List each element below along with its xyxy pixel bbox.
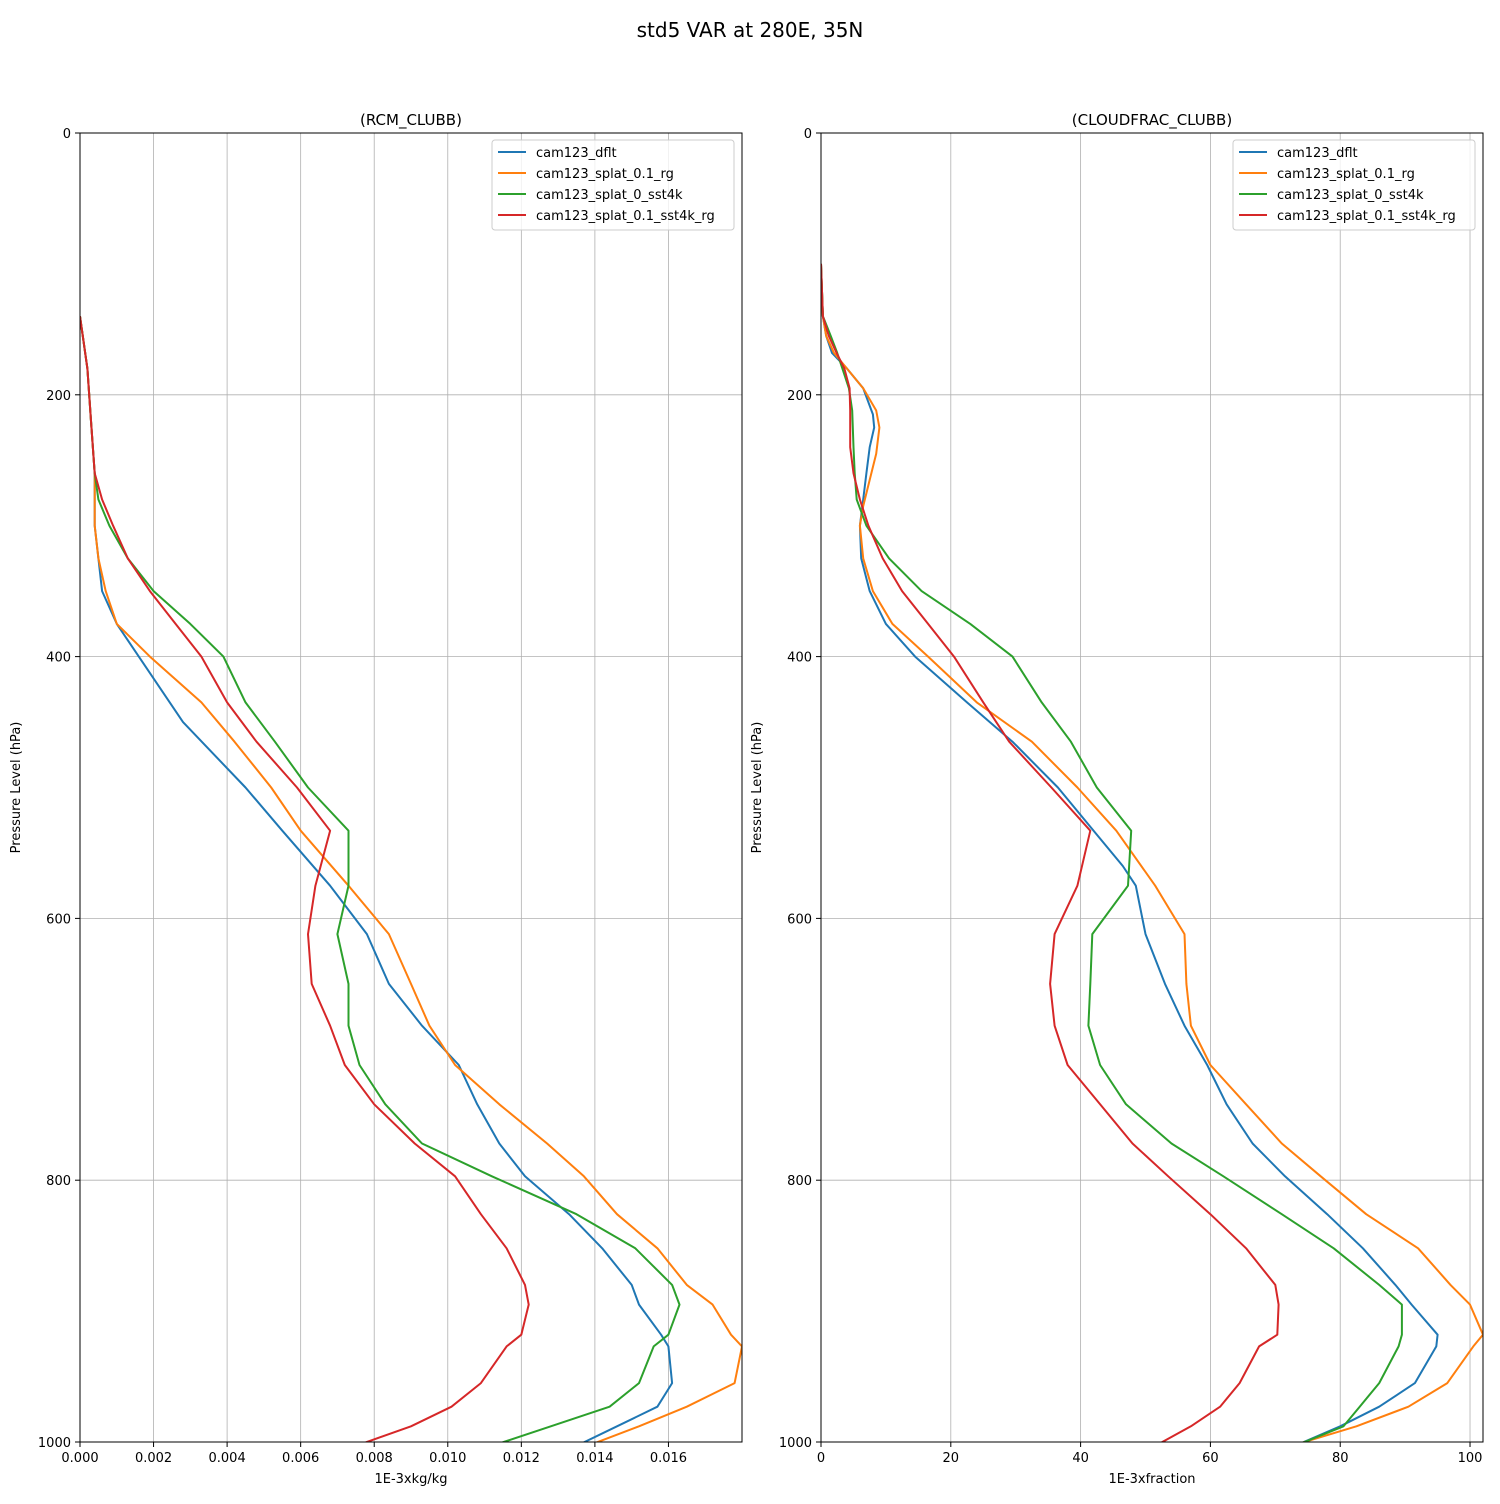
x-tick-label: 0.014 <box>576 1451 613 1466</box>
y-tick-label: 0 <box>804 127 812 142</box>
y-tick-label: 1000 <box>38 1436 71 1451</box>
legend-box <box>491 139 735 231</box>
series-group <box>80 316 742 1442</box>
x-tick-label: 20 <box>943 1451 960 1466</box>
legend-label: cam123_splat_0.1_rg <box>1277 167 1415 182</box>
series-line-3 <box>821 263 1280 1442</box>
legend-label: cam123_dflt <box>536 146 617 161</box>
x-tick-label: 0.002 <box>135 1451 172 1466</box>
y-tick-label: 400 <box>787 651 812 666</box>
x-tick-label: 80 <box>1332 1451 1349 1466</box>
legend-label: cam123_splat_0_sst4k <box>536 188 683 203</box>
panel-title: (RCM_CLUBB) <box>360 111 462 130</box>
axes-frame <box>820 132 1484 1443</box>
series-line-2 <box>80 316 681 1442</box>
y-axis-label: Pressure Level (hPa) <box>750 722 765 854</box>
y-tick-label: 800 <box>787 1174 812 1189</box>
legend: cam123_dflt cam123_splat_0.1_rg cam123_spl… <box>491 139 735 231</box>
legend-box <box>1232 139 1476 231</box>
series-line-2 <box>821 263 1403 1442</box>
x-tick-label: 0.000 <box>61 1451 98 1466</box>
legend-label: cam123_splat_0.1_rg <box>536 167 674 182</box>
legend-label: cam123_dflt <box>1277 146 1358 161</box>
x-tick-label: 60 <box>1202 1451 1219 1466</box>
y-tick-label: 800 <box>46 1174 71 1189</box>
x-tick-label: 100 <box>1458 1451 1483 1466</box>
series-line-1 <box>821 263 1483 1442</box>
y-axis-label: Pressure Level (hPa) <box>9 722 24 854</box>
series-line-3 <box>80 316 530 1442</box>
y-tick-label: 0 <box>63 127 71 142</box>
x-tick-label: 40 <box>1072 1451 1089 1466</box>
series-group <box>821 263 1483 1442</box>
x-tick-label: 0.008 <box>356 1451 393 1466</box>
grid <box>820 132 1483 1443</box>
series-line-1 <box>80 316 742 1442</box>
axes-frame <box>79 132 743 1443</box>
panel-rcm-clubb: 0.000 0.002 0.004 0.006 0.008 0.010 0.012 0.014… <box>9 111 743 1487</box>
x-tick-label: 0.012 <box>503 1451 540 1466</box>
x-tick-label: 0.006 <box>282 1451 319 1466</box>
x-axis-label: 1E-3xkg/kg <box>374 1472 447 1487</box>
series-line-0 <box>80 316 674 1442</box>
x-tick-label: 0 <box>817 1451 825 1466</box>
legend-label: cam123_splat_0.1_sst4k_rg <box>1277 209 1456 224</box>
legend-label: cam123_splat_0_sst4k <box>1277 188 1424 203</box>
panel-title: (CLOUDFRAC_CLUBB) <box>1072 111 1232 130</box>
y-tick-label: 200 <box>46 389 71 404</box>
panel-cloudfrac-clubb: 0 20 40 60 80 10002004006008001000(CLOUDFRAC_… <box>750 111 1484 1487</box>
x-tick-label: 0.016 <box>650 1451 687 1466</box>
grid <box>79 132 742 1443</box>
x-tick-label: 0.010 <box>429 1451 466 1466</box>
legend-label: cam123_splat_0.1_sst4k_rg <box>536 209 715 224</box>
series-line-0 <box>821 263 1439 1442</box>
legend: cam123_dflt cam123_splat_0.1_rg cam123_spl… <box>1232 139 1476 231</box>
y-tick-label: 600 <box>46 912 71 927</box>
y-tick-label: 400 <box>46 651 71 666</box>
x-axis-label: 1E-3xfraction <box>1108 1472 1195 1487</box>
y-tick-label: 1000 <box>779 1436 812 1451</box>
y-tick-label: 200 <box>787 389 812 404</box>
x-tick-label: 0.004 <box>209 1451 246 1466</box>
figure-suptitle: std5 VAR at 280E, 35N <box>637 18 864 42</box>
y-tick-label: 600 <box>787 912 812 927</box>
